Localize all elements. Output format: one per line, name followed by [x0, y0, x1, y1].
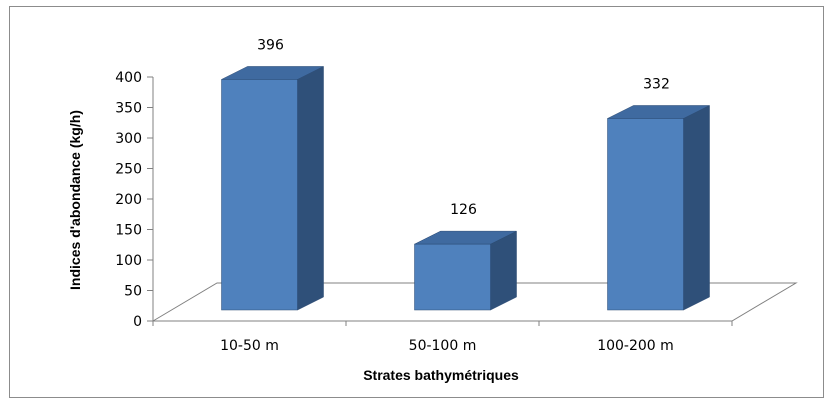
y-tick-label: 50 [124, 284, 142, 300]
bar-side-face [490, 230, 517, 311]
bar-front-face [221, 79, 298, 311]
y-tick-label: 200 [115, 192, 142, 208]
y-tick-label: 350 [115, 101, 142, 117]
x-category-label: 10-50 m [220, 338, 279, 354]
y-tick-label: 150 [115, 223, 142, 239]
y-tick-label: 0 [133, 314, 142, 330]
bar-side-face [297, 66, 324, 311]
bar-side-face [683, 105, 710, 311]
data-label: 126 [450, 202, 477, 218]
labels: 396 10-50 m 126 50-100 m 332 100-200 m [220, 37, 674, 354]
x-axis-title: Strates bathymétriques [363, 367, 519, 383]
bar-100-200-m [607, 105, 710, 311]
data-label: 332 [643, 76, 670, 92]
x-category-label: 100-200 m [597, 338, 674, 354]
y-tick-label: 250 [115, 162, 142, 178]
x-category-label: 50-100 m [409, 338, 477, 354]
bar-50-100-m [414, 230, 517, 311]
y-axis-title: Indices d'abondance (kg/h) [67, 110, 83, 290]
bar-front-face [607, 118, 684, 311]
y-axis: 0 50 100 150 200 250 300 350 400 [115, 70, 733, 330]
y-tick-label: 100 [115, 253, 142, 269]
y-tick-label: 300 [115, 131, 142, 147]
y-tick-label: 400 [115, 70, 142, 86]
bar-front-face [414, 243, 491, 311]
bar-10-50-m [221, 66, 324, 311]
data-label: 396 [257, 37, 284, 53]
bars [221, 66, 710, 311]
